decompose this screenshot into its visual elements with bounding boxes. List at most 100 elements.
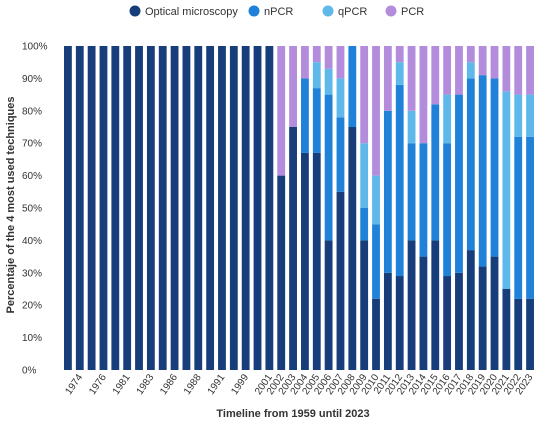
x-tick-label: 1986 <box>158 372 180 397</box>
bar-segment-12-0 <box>206 46 215 370</box>
bar-segment-23-1 <box>336 117 345 192</box>
bar-segment-6-0 <box>135 46 143 370</box>
bar-segment-19-0 <box>289 127 297 370</box>
bar-segment-34-3 <box>466 46 475 63</box>
bar-segment-17-0 <box>265 46 274 370</box>
bar-segment-37-3 <box>502 46 511 92</box>
bar-segment-34-1 <box>466 78 475 251</box>
bars <box>64 46 534 370</box>
bar-segment-34-0 <box>466 250 475 370</box>
bar-segment-37-2 <box>502 91 511 289</box>
bar-segment-38-1 <box>514 136 523 299</box>
y-tick-label: 80% <box>22 106 42 117</box>
bar-segment-27-0 <box>383 272 392 370</box>
bar-segment-7-0 <box>146 46 155 370</box>
bar-segment-16-0 <box>253 46 262 370</box>
bar-segment-25-0 <box>360 240 369 370</box>
bar-segment-25-2 <box>360 143 369 208</box>
y-axis-ticks: 0% 10% 20% 30% 40% 50% 60% 70% 80% 90% 100% <box>22 42 48 377</box>
bar-segment-37-0 <box>502 289 511 370</box>
bar-segment-38-2 <box>514 94 523 137</box>
bar-segment-3-0 <box>99 46 108 370</box>
bar-segment-29-3 <box>407 46 416 111</box>
x-tick-label: 1976 <box>87 372 109 397</box>
x-tick-label: 1991 <box>206 372 228 397</box>
bar-segment-31-1 <box>431 104 440 241</box>
bar-segment-35-3 <box>478 46 487 76</box>
bar-segment-39-3 <box>526 46 534 95</box>
bar-segment-10-0 <box>182 46 191 370</box>
bar-segment-26-3 <box>372 46 380 176</box>
bar-segment-33-1 <box>455 94 463 273</box>
bar-segment-28-1 <box>395 84 404 277</box>
bar-segment-14-0 <box>229 46 238 370</box>
bar-segment-36-0 <box>490 256 499 370</box>
bar-segment-8-0 <box>158 46 167 370</box>
bar-segment-33-0 <box>455 272 463 370</box>
bar-segment-1-0 <box>75 46 84 370</box>
bar-segment-28-2 <box>395 62 404 85</box>
x-tick-label: 1983 <box>135 372 157 397</box>
bar-segment-26-2 <box>372 175 380 225</box>
bar-segment-0-0 <box>64 46 72 370</box>
x-tick-label: 1999 <box>229 372 251 397</box>
bar-segment-21-1 <box>312 88 321 153</box>
bar-segment-39-1 <box>526 136 534 299</box>
bar-segment-24-1 <box>348 46 357 127</box>
legend-marker-2 <box>322 5 334 17</box>
legend: Optical microscopy nPCR qPCR PCR <box>129 5 424 18</box>
bar-segment-33-3 <box>455 46 463 95</box>
bar-segment-32-3 <box>443 46 452 95</box>
bar-segment-26-1 <box>372 224 380 299</box>
bar-segment-31-0 <box>431 240 440 370</box>
x-axis-ticks: 1974 1976 1981 1983 1986 1988 1991 1999 20012002… <box>63 372 535 397</box>
bar-segment-29-1 <box>407 143 416 241</box>
bar-segment-23-2 <box>336 78 345 118</box>
bar-segment-28-0 <box>395 276 404 370</box>
bar-segment-28-3 <box>395 46 404 63</box>
bar-segment-29-0 <box>407 240 416 370</box>
y-tick-label: 90% <box>22 74 42 85</box>
bar-segment-39-0 <box>526 298 534 370</box>
bar-segment-9-0 <box>170 46 179 370</box>
bar-segment-15-0 <box>241 46 250 370</box>
bar-segment-23-0 <box>336 191 345 370</box>
bar-segment-36-1 <box>490 78 499 257</box>
bar-segment-22-2 <box>324 68 333 95</box>
bar-segment-31-3 <box>431 46 440 105</box>
y-tick-label: 100% <box>22 42 48 53</box>
bar-segment-2-0 <box>87 46 96 370</box>
bar-segment-22-3 <box>324 46 333 69</box>
bar-segment-5-0 <box>123 46 132 370</box>
bar-segment-21-3 <box>312 46 321 63</box>
y-tick-label: 30% <box>22 268 42 279</box>
bar-segment-20-3 <box>301 46 309 79</box>
legend-label-2: qPCR <box>338 6 367 18</box>
x-tick-label: 1981 <box>111 372 133 397</box>
legend-marker-1 <box>248 5 260 17</box>
bar-segment-20-1 <box>301 78 309 153</box>
y-tick-label: 70% <box>22 139 42 150</box>
bar-segment-32-2 <box>443 94 452 144</box>
y-tick-label: 50% <box>22 204 42 215</box>
bar-segment-30-1 <box>419 143 428 257</box>
y-tick-label: 60% <box>22 171 42 182</box>
bar-segment-4-0 <box>111 46 120 370</box>
bar-segment-27-3 <box>383 46 392 111</box>
bar-segment-11-0 <box>194 46 203 370</box>
x-axis-title: Timeline from 1959 until 2023 <box>216 408 369 420</box>
bar-segment-22-0 <box>324 240 333 370</box>
y-tick-label: 0% <box>22 366 37 377</box>
bar-segment-25-3 <box>360 46 369 144</box>
legend-label-3: PCR <box>401 6 424 18</box>
legend-marker-3 <box>385 5 397 17</box>
bar-segment-25-1 <box>360 208 369 241</box>
bar-segment-32-1 <box>443 143 452 277</box>
bar-segment-26-0 <box>372 298 380 370</box>
bar-segment-21-2 <box>312 62 321 89</box>
bar-segment-32-0 <box>443 276 452 370</box>
y-axis-title: Percentaje of the 4 most used techniques <box>5 96 17 313</box>
bar-segment-19-3 <box>289 46 297 127</box>
bar-segment-35-1 <box>478 75 487 267</box>
